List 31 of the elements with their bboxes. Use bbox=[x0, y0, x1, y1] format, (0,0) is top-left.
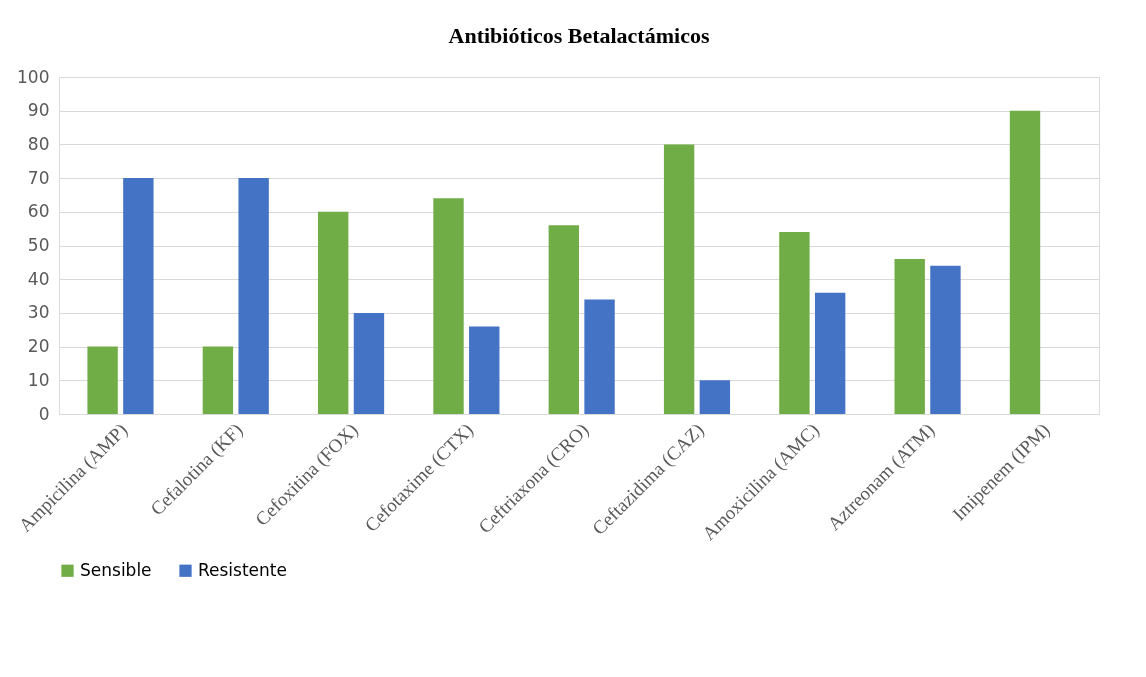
bar bbox=[353, 312, 385, 414]
bar bbox=[318, 211, 349, 414]
bar bbox=[1009, 110, 1041, 414]
y-tick-label: 50 bbox=[27, 235, 50, 255]
y-tick-label: 100 bbox=[17, 66, 50, 87]
bar bbox=[548, 225, 579, 414]
y-tick-label: 0 bbox=[38, 403, 50, 424]
bar bbox=[779, 232, 810, 414]
bar bbox=[584, 299, 615, 414]
bar bbox=[930, 265, 961, 414]
bar bbox=[894, 258, 925, 414]
bar bbox=[433, 198, 464, 414]
bar bbox=[123, 178, 154, 414]
y-tick-label: 10 bbox=[27, 369, 50, 390]
y-tick-label: 30 bbox=[27, 302, 50, 323]
y-tick-label: 20 bbox=[27, 336, 50, 357]
y-tick-label: 80 bbox=[27, 133, 50, 154]
bar bbox=[238, 178, 269, 414]
bar bbox=[202, 346, 234, 414]
legend-label: Resistente bbox=[198, 559, 287, 580]
y-tick-label: 40 bbox=[27, 268, 50, 289]
legend-label: Sensible bbox=[80, 559, 152, 580]
bar bbox=[814, 292, 846, 414]
y-tick-label: 90 bbox=[27, 100, 50, 121]
bar bbox=[699, 380, 731, 414]
bar bbox=[663, 144, 695, 414]
bar bbox=[469, 326, 500, 414]
chart-title: Antibióticos Betalactámicos bbox=[448, 23, 710, 48]
y-tick-label: 60 bbox=[27, 201, 50, 222]
y-tick-label: 70 bbox=[27, 167, 50, 188]
bar bbox=[87, 346, 118, 414]
